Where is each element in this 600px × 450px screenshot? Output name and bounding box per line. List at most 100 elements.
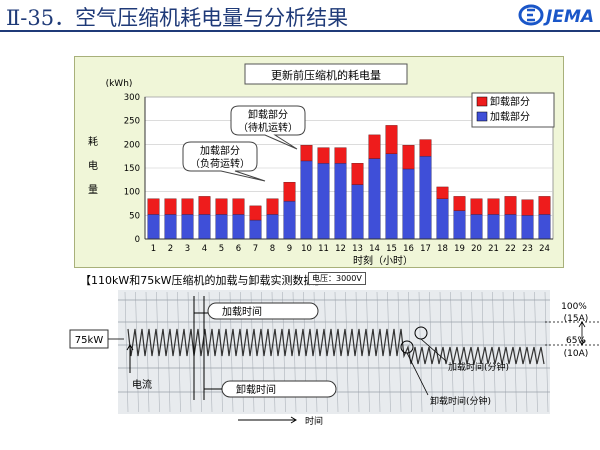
x-tick-label: 1: [151, 244, 156, 254]
recorder-gridline-v: [124, 291, 129, 413]
annotation-load: 加载部分 （负荷运转）: [182, 141, 266, 182]
x-tick-label: 2: [168, 244, 173, 254]
bar-unload: [198, 196, 211, 215]
recorder-gridline-v: [261, 291, 265, 413]
bar-load: [181, 214, 194, 240]
x-tick-label: 24: [539, 244, 550, 254]
chart-legend: 卸载部分 加载部分: [471, 92, 555, 128]
bar-unload: [368, 134, 381, 159]
current-waveform: [127, 328, 545, 365]
recorder-gridline-v: [208, 291, 213, 413]
legend-swatch-unload: [476, 96, 488, 107]
current-label: 电流: [132, 378, 152, 391]
x-tick-label: 3: [185, 244, 190, 254]
x-tick-label: 8: [270, 244, 275, 254]
x-tick-label: 21: [488, 244, 499, 254]
load-time-bracket: [193, 296, 205, 400]
recorder-gridline-v: [313, 291, 318, 413]
logo-e-icon: [527, 8, 535, 22]
x-tick-label: 16: [403, 244, 414, 254]
bar-load: [419, 155, 432, 240]
annotation-load-line1: 加载部分: [200, 144, 240, 157]
y-tick-label: 150: [124, 164, 140, 174]
y-tick-label: 250: [124, 117, 140, 127]
level-100pct: 100%: [561, 302, 587, 312]
bar-unload: [283, 181, 296, 202]
recorder-gridline-v: [145, 291, 150, 413]
x-tick-label: 13: [352, 244, 363, 254]
bar-load: [283, 200, 296, 240]
recorder-gridline-v: [523, 291, 528, 413]
recorder-gridline-v: [240, 291, 244, 413]
x-tick-label: 10: [301, 244, 312, 254]
bar-unload: [402, 145, 415, 170]
x-tick-label: 11: [318, 244, 329, 254]
legend-label-load: 加载部分: [490, 110, 530, 123]
recorder-gridline-v: [166, 291, 171, 413]
bar-load: [470, 214, 483, 240]
x-tick-label: 9: [287, 244, 292, 254]
recorder-gridline-v: [534, 291, 538, 413]
y-axis-label: 耗电量: [88, 136, 98, 196]
logo-mark-icon: [518, 4, 544, 26]
bar-load: [317, 163, 330, 240]
bar-unload: [181, 198, 194, 215]
y-axis-label-char: 量: [88, 184, 98, 196]
recorder-gridline-v: [387, 291, 391, 413]
chart-title: 更新前压缩机的耗电量: [271, 68, 381, 82]
jema-logo: JEMA: [518, 4, 594, 27]
y-tick-label: 300: [124, 93, 140, 103]
x-tick-label: 6: [236, 244, 241, 254]
legend-label-unload: 卸载部分: [490, 95, 530, 108]
chart-title-box: [244, 63, 408, 85]
recorder-gridline-v: [439, 291, 444, 413]
annotation-unload-line2: （待机运转）: [238, 121, 298, 134]
recorder-gridline-v: [450, 291, 454, 413]
bar-unload: [521, 199, 534, 216]
recorder-gridline-v: [156, 291, 160, 413]
bar-load: [385, 153, 398, 240]
bar-load: [487, 214, 500, 240]
x-tick-label: 19: [454, 244, 465, 254]
recorder-gridline-v: [366, 291, 370, 413]
bar-unload: [538, 196, 551, 215]
unload-time-min-label: 卸载时间(分钟): [430, 395, 491, 407]
x-tick-label: 23: [522, 244, 533, 254]
bar-load: [436, 198, 449, 240]
annotation-load-callout: [182, 141, 266, 182]
bar-load: [266, 214, 279, 240]
recorder-gridline-v: [282, 291, 286, 413]
recorder-gridline-v: [429, 291, 433, 413]
recorder-gridline-v: [481, 291, 486, 413]
recorder-gridline-v: [345, 291, 349, 413]
slide-title: Ⅱ-35．空气压缩机耗电量与分析结果: [6, 6, 349, 30]
x-tick-label: 20: [471, 244, 482, 254]
recorder-gridline-v: [544, 291, 549, 413]
bar-unload: [232, 198, 245, 215]
recorder-gridline-v: [418, 291, 423, 413]
bar-unload: [266, 198, 279, 215]
logo-text: JEMA: [543, 7, 594, 27]
bar-unload: [215, 198, 228, 215]
bar-unload: [249, 205, 262, 221]
bar-load: [521, 215, 534, 240]
current-trace: [127, 328, 545, 365]
bar-unload: [164, 198, 177, 215]
recorder-gridline-v: [198, 291, 202, 413]
bar-unload: [300, 145, 313, 162]
bar-load: [164, 214, 177, 240]
recorder-gridline-v: [334, 291, 339, 413]
bar-load: [351, 184, 364, 240]
level-span-arrow-icon: [578, 321, 586, 346]
recorder-gridline-v: [355, 291, 360, 413]
bar-load: [249, 219, 262, 240]
annotation-unload: 卸载部分 （待机运转）: [230, 105, 306, 150]
unload-marker-circle: [400, 340, 414, 354]
y-tick-label: 0: [135, 235, 140, 245]
annotation-unload-callout: [230, 105, 306, 150]
bar-load: [232, 214, 245, 240]
recorder-gridline-v: [292, 291, 297, 413]
label-75kw: 75kW: [75, 335, 104, 346]
level-10a: (10A): [564, 349, 589, 359]
bar-load: [504, 214, 517, 240]
